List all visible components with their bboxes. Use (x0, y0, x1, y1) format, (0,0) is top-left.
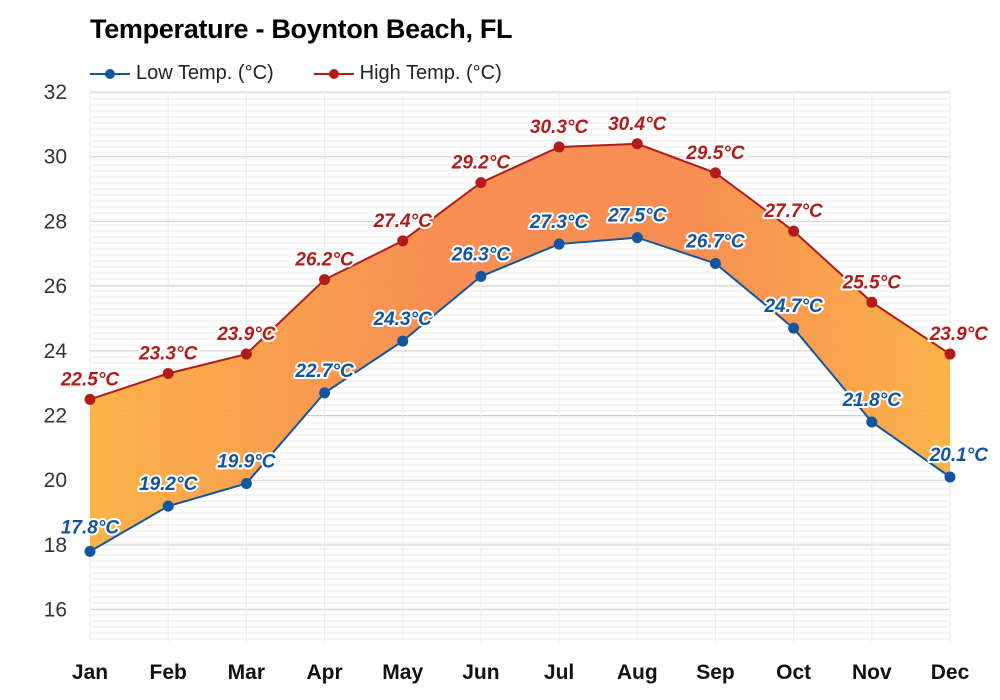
x-tick-label: May (382, 661, 423, 684)
y-tick-label: 32 (44, 81, 67, 104)
low-temp-data-label: 19.9°C (217, 451, 276, 472)
x-tick-label: Mar (228, 661, 265, 684)
high-temp-point[interactable] (553, 141, 565, 153)
y-tick-label: 18 (44, 534, 67, 557)
low-temp-point[interactable] (788, 322, 800, 334)
low-temp-point[interactable] (240, 477, 252, 489)
high-temp-data-label: 22.5°C (60, 369, 120, 390)
low-temp-data-label: 27.3°C (529, 212, 589, 233)
high-temp-data-label: 27.4°C (373, 211, 433, 232)
x-tick-label: Aug (617, 661, 658, 684)
temperature-range-band (90, 143, 950, 552)
low-temp-data-label: 20.1°C (929, 445, 989, 466)
high-temp-point[interactable] (319, 274, 331, 286)
low-temp-point[interactable] (319, 387, 331, 399)
low-temp-point[interactable] (866, 416, 878, 428)
high-temp-point[interactable] (84, 393, 96, 405)
low-temp-line (89, 236, 951, 553)
legend-swatch-low (90, 68, 130, 79)
low-temp-point[interactable] (631, 232, 643, 244)
x-tick-label: Oct (776, 661, 811, 684)
x-tick-label: Sep (696, 661, 735, 684)
x-tick-label: Apr (306, 661, 342, 684)
high-temp-point[interactable] (162, 367, 174, 379)
low-temp-data-label: 26.7°C (685, 231, 745, 252)
high-temp-point[interactable] (866, 296, 878, 308)
x-tick-label: Jun (462, 661, 499, 684)
high-temp-point[interactable] (475, 177, 487, 189)
low-temp-data-label: 22.7°C (294, 361, 354, 382)
high-temp-line (89, 142, 951, 401)
high-temp-point[interactable] (240, 348, 252, 360)
high-temp-data-label: 29.5°C (685, 143, 745, 164)
x-tick-label: Nov (852, 661, 892, 684)
x-tick-label: Jan (72, 661, 108, 684)
legend-label-low: Low Temp. (°C) (136, 62, 274, 84)
low-temp-data-label: 19.2°C (139, 474, 198, 495)
high-temp-data-label: 30.3°C (530, 117, 589, 138)
low-temp-data-label: 27.5°C (607, 206, 667, 227)
x-tick-label: Feb (150, 661, 187, 684)
legend-swatch-high (313, 68, 354, 79)
high-temp-data-label: 27.7°C (763, 201, 823, 222)
low-temp-point[interactable] (84, 545, 96, 557)
x-tick-label: Dec (931, 661, 970, 684)
high-temp-point[interactable] (944, 348, 956, 360)
low-temp-data-label: 26.3°C (451, 244, 511, 265)
y-tick-label: 22 (44, 405, 67, 428)
y-tick-label: 28 (44, 210, 67, 233)
low-temp-data-label: 21.8°C (842, 390, 902, 411)
y-tick-label: 20 (44, 469, 67, 492)
x-tick-label: Jul (544, 661, 574, 684)
high-temp-data-label: 23.9°C (929, 324, 989, 345)
low-temp-point[interactable] (709, 257, 721, 269)
high-temp-point[interactable] (709, 167, 721, 179)
high-temp-data-label: 26.2°C (294, 250, 354, 271)
low-temp-data-label: 17.8°C (61, 517, 120, 538)
y-tick-label: 30 (44, 146, 67, 169)
low-temp-point[interactable] (162, 500, 174, 512)
low-temp-point[interactable] (553, 238, 565, 250)
y-tick-label: 26 (44, 275, 67, 298)
y-tick-label: 24 (44, 340, 68, 363)
low-temp-data-label: 24.3°C (373, 309, 433, 330)
legend-item-low[interactable]: Low Temp. (°C) (90, 62, 274, 85)
y-tick-label: 16 (44, 599, 67, 622)
high-temp-data-label: 23.3°C (138, 343, 198, 364)
legend-item-high[interactable]: High Temp. (°C) (313, 62, 502, 85)
low-temp-point[interactable] (944, 471, 956, 483)
low-temp-point[interactable] (397, 335, 409, 347)
high-temp-data-label: 30.4°C (608, 114, 667, 135)
high-temp-point[interactable] (631, 138, 643, 150)
low-temp-point[interactable] (475, 270, 487, 282)
legend: Low Temp. (°C) High Temp. (°C) (90, 62, 502, 85)
high-temp-data-label: 29.2°C (451, 153, 511, 174)
legend-label-high: High Temp. (°C) (359, 62, 502, 84)
chart-title: Temperature - Boynton Beach, FL (90, 14, 513, 44)
high-temp-data-label: 23.9°C (216, 324, 276, 345)
low-temp-data-label: 24.7°C (763, 296, 823, 317)
high-temp-point[interactable] (788, 225, 800, 237)
high-temp-point[interactable] (397, 235, 409, 247)
high-temp-data-label: 25.5°C (842, 272, 902, 293)
